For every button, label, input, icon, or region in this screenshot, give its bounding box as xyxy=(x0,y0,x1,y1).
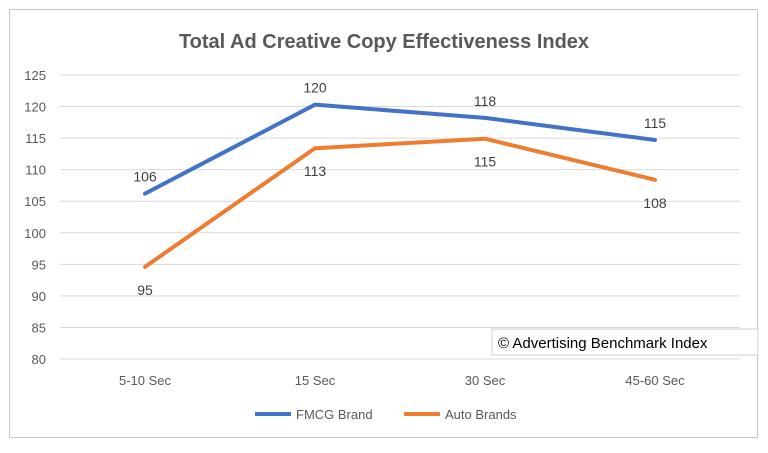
y-tick-label: 100 xyxy=(24,226,46,241)
annotation-text: © Advertising Benchmark Index xyxy=(498,335,708,352)
data-label: 106 xyxy=(133,169,157,185)
annotation-box xyxy=(491,328,759,356)
y-tick-label: 90 xyxy=(32,289,46,304)
legend: FMCG Brand Auto Brands xyxy=(255,407,517,422)
x-tick-label: 5-10 Sec xyxy=(119,373,172,388)
data-label: 95 xyxy=(137,282,153,298)
series-lines xyxy=(143,102,657,269)
x-tick-label: 15 Sec xyxy=(295,373,336,388)
series-line-auto-brands xyxy=(143,136,657,269)
y-tick-label: 110 xyxy=(25,163,46,178)
y-tick-label: 125 xyxy=(24,68,46,83)
data-labels: 106 120 118 115 95 113 115 108 xyxy=(133,80,667,298)
legend-label-fmcg-brand: FMCG Brand xyxy=(296,407,373,422)
data-label: 108 xyxy=(643,195,667,211)
y-tick-label: 105 xyxy=(24,194,46,209)
chart-title: Total Ad Creative Copy Effectiveness Ind… xyxy=(179,31,589,53)
chart-border xyxy=(9,9,758,438)
data-label: 115 xyxy=(644,115,667,131)
data-label: 118 xyxy=(474,93,497,109)
data-label: 115 xyxy=(474,154,497,170)
y-tick-label: 115 xyxy=(25,131,46,146)
y-tick-label: 85 xyxy=(32,320,46,335)
x-tick-label: 45-60 Sec xyxy=(625,373,685,388)
legend-label-auto-brands: Auto Brands xyxy=(445,407,517,422)
annotation: © Advertising Benchmark Index xyxy=(491,328,759,356)
x-tick-label: 30 Sec xyxy=(465,373,506,388)
y-tick-label: 95 xyxy=(32,257,46,272)
y-axis-ticks: 80 85 90 95 100 105 110 115 120 125 xyxy=(24,68,46,367)
data-label: 113 xyxy=(304,163,327,179)
y-tick-label: 80 xyxy=(32,352,46,367)
data-label: 120 xyxy=(303,80,327,96)
series-line-fmcg-brand xyxy=(143,102,657,196)
x-axis-ticks: 5-10 Sec 15 Sec 30 Sec 45-60 Sec xyxy=(119,373,685,388)
y-tick-label: 120 xyxy=(24,100,46,115)
gridlines xyxy=(60,74,740,360)
